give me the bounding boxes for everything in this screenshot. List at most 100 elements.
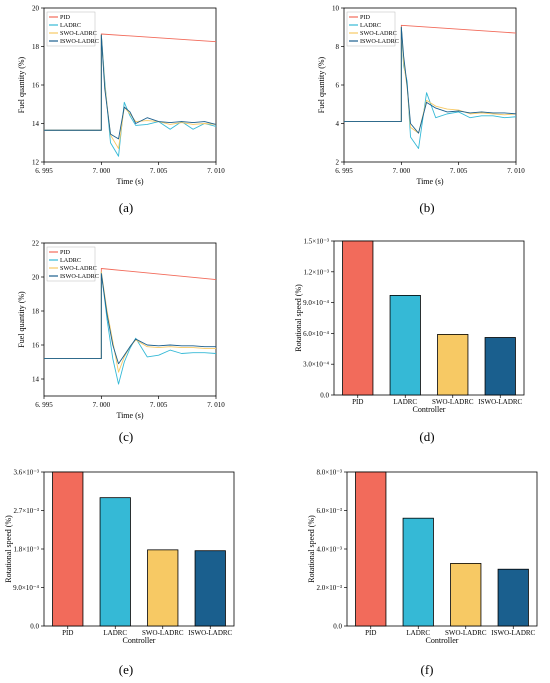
- x-tick-label: LADRC: [406, 629, 430, 637]
- x-tick-label: ISWO-LADRC: [478, 398, 522, 406]
- x-tick-label: LADRC: [103, 629, 127, 637]
- y-axis-title: Rotational speed (%): [294, 284, 303, 352]
- bar-ladrc: [99, 497, 131, 627]
- legend-box: [346, 11, 396, 47]
- y-tick-label: 6: [336, 82, 340, 90]
- x-axis-title: Time (s): [116, 411, 143, 420]
- x-axis-title: Controller: [413, 405, 446, 414]
- y-tick-label: 2.0×10⁻³: [317, 584, 343, 592]
- y-tick-label: 9.0×10⁻⁴: [303, 299, 329, 307]
- y-tick-label: 0.0: [333, 623, 342, 631]
- y-tick-label: 14: [32, 376, 40, 384]
- legend-label: PID: [60, 249, 71, 256]
- bar-swo-ladrc: [437, 334, 469, 396]
- series-line-ladrc: [44, 271, 217, 385]
- legend-label: ISWO-LADRC: [360, 38, 399, 45]
- y-tick-label: 9.0×10⁻⁴: [13, 584, 39, 592]
- panel-label: (b): [419, 200, 434, 215]
- plot-frame: [43, 242, 217, 397]
- x-tick-label: PID: [352, 398, 363, 406]
- legend-label: SWO-LADRC: [60, 265, 97, 272]
- panel-label: (f): [421, 662, 434, 677]
- chart-panel-f: (f) 0.0 2.0×10⁻³ 4.0×10⁻³ 6.0×10⁻³ 8.0×10⁻³ Ro…: [307, 469, 538, 677]
- series-line-pid: [44, 268, 217, 360]
- x-tick-label: 6. 995: [35, 401, 53, 409]
- legend-label: ISWO-LADRC: [60, 38, 99, 45]
- panel-label: (d): [419, 429, 434, 444]
- y-tick-label: 14: [32, 120, 40, 128]
- chart-panel-d: (d) 0.0 3.0×10⁻⁴ 6.0×10⁻⁴ 9.0×10⁻⁴ 1.2×10⁻³ 1.…: [294, 238, 525, 444]
- series-line-swo-ladrc: [44, 34, 217, 149]
- y-tick-label: 18: [32, 43, 40, 51]
- bar-iswo-ladrc: [194, 550, 226, 627]
- chart-panel-a: (a) 12 14 16 18 20 Fuel quantity (%) Time (s) 6.…: [17, 5, 225, 216]
- y-tick-label: 22: [32, 240, 40, 248]
- y-tick-label: 18: [32, 308, 40, 316]
- x-tick-label: SWO-LADRC: [432, 398, 474, 406]
- y-tick-label: 0.0: [320, 392, 329, 400]
- x-tick-label: ISWO-LADRC: [188, 629, 232, 637]
- x-axis-title: Time (s): [116, 177, 143, 186]
- bar-iswo-ladrc: [484, 337, 516, 396]
- x-axis-title: Controller: [426, 636, 459, 645]
- x-tick-label: 7. 005: [150, 167, 168, 175]
- x-tick-label: 7. 000: [93, 167, 111, 175]
- legend-box: [46, 246, 96, 282]
- x-tick-label: PID: [62, 629, 73, 637]
- bar-pid: [342, 240, 374, 396]
- y-tick-label: 6.0×10⁻³: [317, 507, 343, 515]
- series-line-iswo-ladrc: [44, 34, 217, 140]
- bar-pid: [355, 471, 387, 627]
- bar-ladrc: [389, 295, 421, 396]
- legend-label: SWO-LADRC: [360, 30, 397, 37]
- y-tick-label: 3.6×10⁻³: [14, 469, 40, 477]
- x-axis-title: Controller: [123, 636, 156, 645]
- y-tick-label: 1.8×10⁻³: [14, 546, 40, 554]
- x-tick-label: 6. 995: [35, 167, 53, 175]
- x-tick-label: 7. 010: [207, 401, 225, 409]
- series-line-iswo-ladrc: [44, 273, 216, 365]
- x-tick-label: SWO-LADRC: [445, 629, 487, 637]
- y-tick-label: 0.0: [30, 623, 39, 631]
- y-tick-label: 1.2×10⁻³: [304, 268, 330, 276]
- y-axis-title: Fuel quantity (%): [17, 56, 26, 113]
- x-tick-label: 7. 000: [393, 167, 411, 175]
- bar-ladrc: [402, 517, 434, 627]
- x-tick-label: 7. 005: [450, 167, 468, 175]
- y-tick-label: 12: [32, 159, 40, 167]
- x-axis-title: Time (s): [416, 177, 443, 186]
- chart-panel-e: (e) 0.0 9.0×10⁻⁴ 1.8×10⁻³ 2.7×10⁻³ 3.6×10⁻³ Ro…: [4, 469, 235, 677]
- legend-label: PID: [360, 14, 371, 21]
- legend-label: SWO-LADRC: [60, 30, 97, 37]
- y-tick-label: 8.0×10⁻³: [317, 469, 343, 477]
- y-axis-title: Fuel quantity (%): [317, 56, 326, 113]
- y-tick-label: 2: [336, 159, 340, 167]
- x-tick-label: ISWO-LADRC: [491, 629, 535, 637]
- series-line-ladrc: [44, 34, 217, 157]
- y-tick-label: 16: [32, 82, 40, 90]
- y-axis-title: Fuel quantity (%): [17, 291, 26, 348]
- y-tick-label: 6.0×10⁻⁴: [303, 330, 329, 338]
- panel-label: (a): [119, 200, 133, 215]
- y-tick-label: 20: [32, 5, 40, 13]
- x-tick-label: LADRC: [393, 398, 417, 406]
- x-tick-label: SWO-LADRC: [142, 629, 184, 637]
- bar-swo-ladrc: [450, 563, 482, 627]
- legend-box: [46, 11, 96, 47]
- y-tick-label: 1.5×10⁻³: [304, 238, 330, 246]
- panel-label: (c): [119, 429, 133, 444]
- legend-label: ISWO-LADRC: [60, 273, 99, 280]
- legend-label: PID: [60, 14, 71, 21]
- y-tick-label: 10: [332, 5, 340, 13]
- x-tick-label: 7. 010: [507, 167, 525, 175]
- y-tick-label: 20: [32, 274, 40, 282]
- x-tick-label: PID: [365, 629, 376, 637]
- y-tick-label: 8: [336, 43, 340, 51]
- x-tick-label: 7. 010: [207, 167, 225, 175]
- bar-pid: [52, 471, 84, 627]
- legend-label: LADRC: [360, 22, 381, 29]
- legend-label: LADRC: [60, 22, 81, 29]
- y-tick-label: 2.7×10⁻³: [14, 507, 40, 515]
- y-tick-label: 4: [336, 120, 340, 128]
